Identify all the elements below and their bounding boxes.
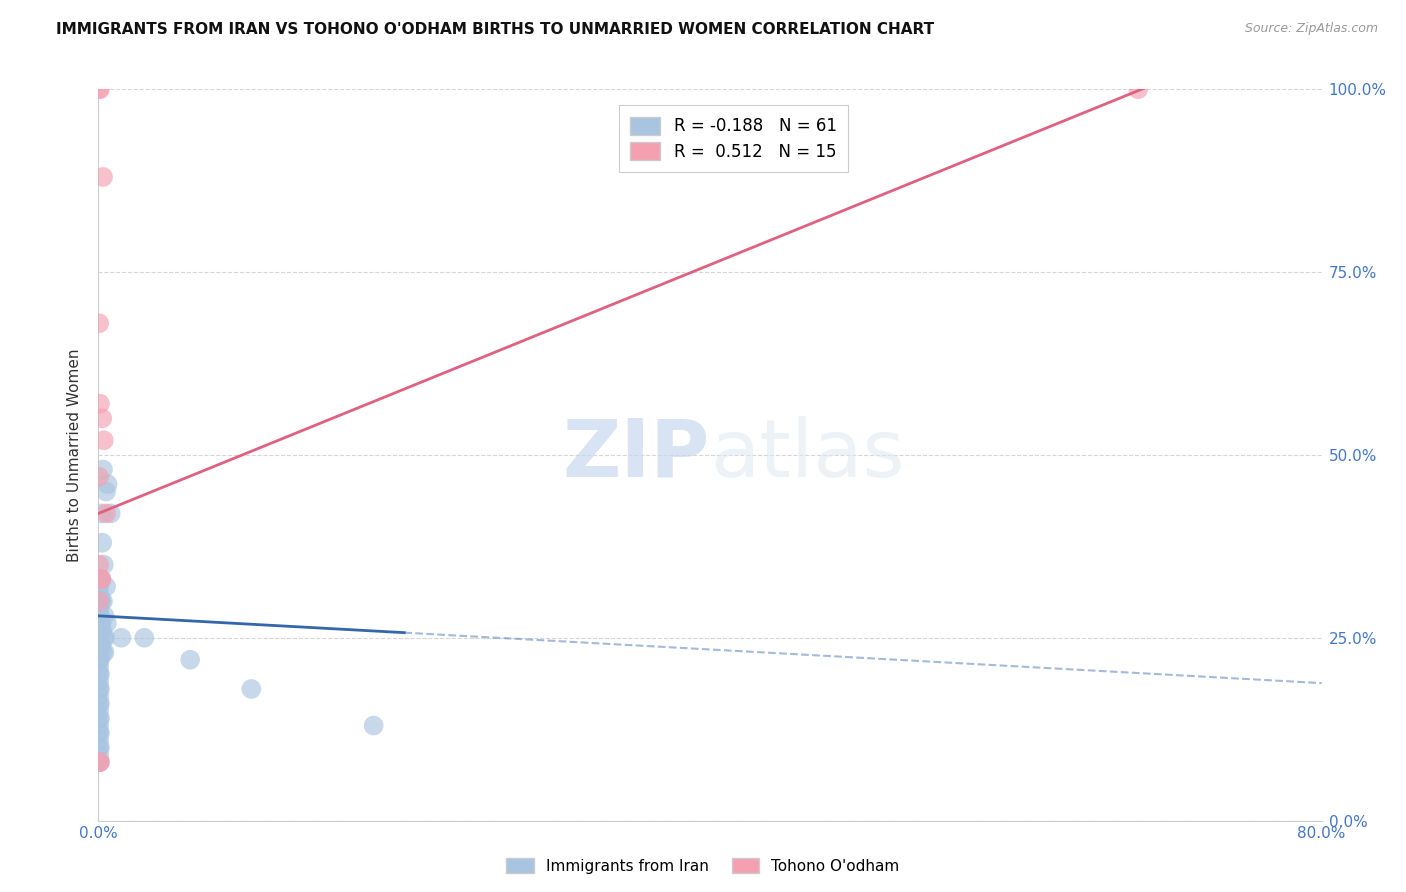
Point <box>89 726 111 740</box>
Point <box>91 169 114 184</box>
Text: IMMIGRANTS FROM IRAN VS TOHONO O'ODHAM BIRTHS TO UNMARRIED WOMEN CORRELATION CHA: IMMIGRANTS FROM IRAN VS TOHONO O'ODHAM B… <box>56 22 935 37</box>
Point <box>89 594 111 608</box>
Point <box>363 718 385 732</box>
Point <box>93 608 115 623</box>
Point <box>89 572 111 586</box>
Point <box>89 697 111 711</box>
Point <box>89 601 111 615</box>
Point <box>89 755 111 769</box>
Point <box>89 624 111 638</box>
Point <box>94 507 117 521</box>
Point <box>89 711 111 725</box>
Point <box>90 572 112 586</box>
Point <box>89 667 111 681</box>
Point <box>89 653 111 667</box>
Point <box>90 638 112 652</box>
Point <box>1128 82 1150 96</box>
Point <box>89 681 111 696</box>
Point <box>93 558 115 572</box>
Point <box>89 470 111 484</box>
Point <box>94 580 117 594</box>
Point <box>89 667 111 681</box>
Point <box>90 572 112 586</box>
Point <box>89 608 111 623</box>
Point <box>89 740 111 755</box>
Point <box>89 316 111 330</box>
Point <box>91 594 114 608</box>
Point <box>89 558 111 572</box>
Point <box>89 726 111 740</box>
Point <box>90 594 112 608</box>
Point <box>91 624 114 638</box>
Point <box>110 631 132 645</box>
Point <box>94 631 117 645</box>
Point <box>89 587 111 601</box>
Point <box>240 681 263 696</box>
Point <box>93 434 115 448</box>
Point <box>89 660 111 674</box>
Point <box>90 507 112 521</box>
Text: atlas: atlas <box>710 416 904 494</box>
Text: Source: ZipAtlas.com: Source: ZipAtlas.com <box>1244 22 1378 36</box>
Legend: R = -0.188   N = 61, R =  0.512   N = 15: R = -0.188 N = 61, R = 0.512 N = 15 <box>619 105 848 172</box>
Point <box>90 572 112 586</box>
Point <box>89 755 111 769</box>
Point <box>89 616 111 631</box>
Legend: Immigrants from Iran, Tohono O'odham: Immigrants from Iran, Tohono O'odham <box>501 852 905 880</box>
Point <box>89 697 111 711</box>
Point <box>134 631 156 645</box>
Point <box>90 594 112 608</box>
Point <box>89 82 111 96</box>
Text: ZIP: ZIP <box>562 416 710 494</box>
Point <box>89 82 111 96</box>
Point <box>89 747 111 762</box>
Point <box>91 411 114 425</box>
Point <box>100 507 122 521</box>
Point <box>89 755 111 769</box>
Point <box>89 653 111 667</box>
Point <box>89 580 111 594</box>
Point <box>91 645 114 659</box>
Point <box>93 631 115 645</box>
Point <box>96 616 118 631</box>
Point <box>89 711 111 725</box>
Point <box>89 608 111 623</box>
Point <box>89 681 111 696</box>
Point <box>90 616 112 631</box>
Point <box>91 462 114 476</box>
Point <box>97 477 120 491</box>
Point <box>89 645 111 659</box>
Point <box>89 733 111 747</box>
Point <box>93 645 115 659</box>
Point <box>89 674 111 689</box>
Point <box>89 638 111 652</box>
Point <box>89 631 111 645</box>
Point <box>89 704 111 718</box>
Point <box>94 484 117 499</box>
Point <box>89 755 111 769</box>
Y-axis label: Births to Unmarried Women: Births to Unmarried Women <box>67 348 83 562</box>
Point <box>89 690 111 704</box>
Point <box>91 535 114 549</box>
Point <box>89 740 111 755</box>
Point <box>89 397 111 411</box>
Point <box>89 718 111 732</box>
Point <box>179 653 201 667</box>
Point <box>89 638 111 652</box>
